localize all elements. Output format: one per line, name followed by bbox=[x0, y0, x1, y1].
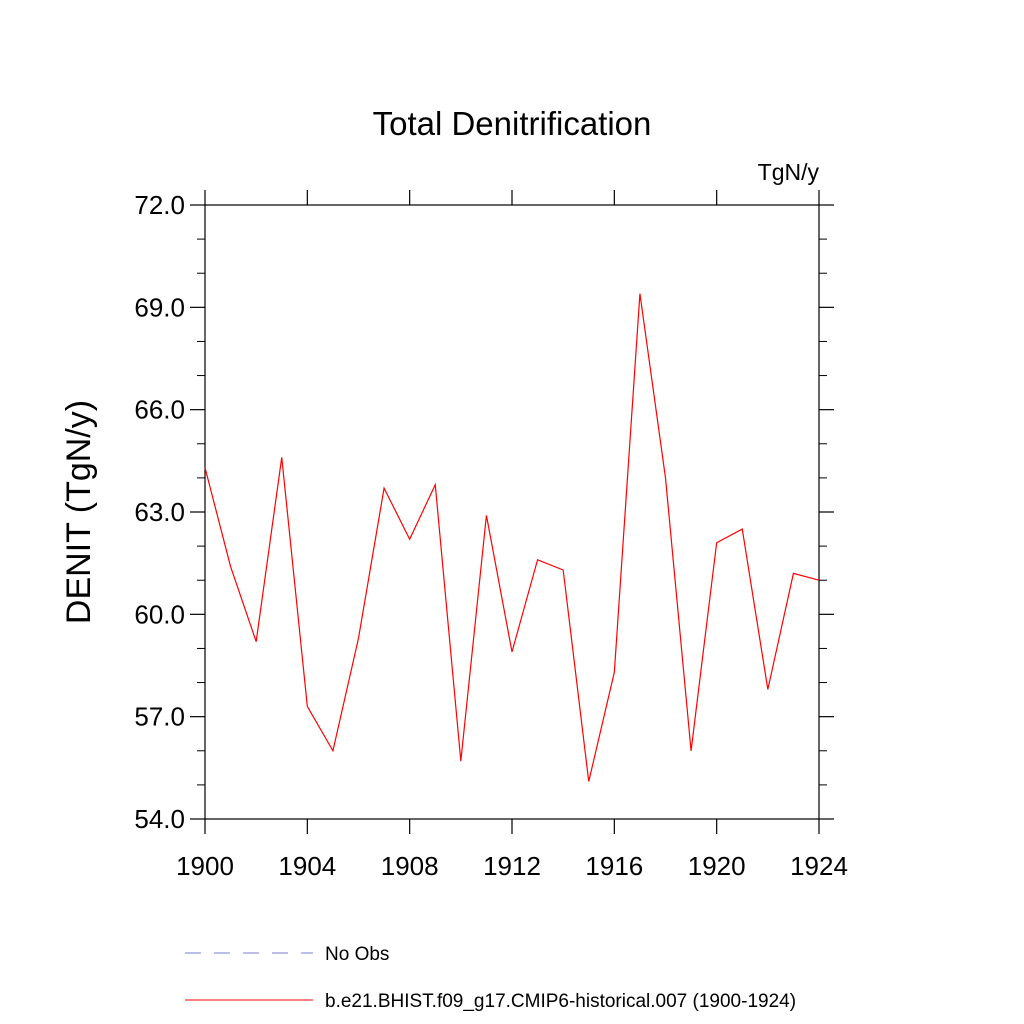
plot-frame bbox=[204, 204, 820, 820]
units-label: TgN/y bbox=[758, 159, 820, 185]
x-tick-label: 1924 bbox=[790, 851, 848, 881]
x-tick-label: 1912 bbox=[483, 851, 541, 881]
axis-tick-labels: 54.0 57.0 60.0 63.0 66.0 69.0 72.0 1900 1904 1908… bbox=[134, 190, 848, 881]
y-tick-label: 72.0 bbox=[134, 190, 185, 220]
chart-title: Total Denitrification bbox=[373, 105, 652, 142]
x-tick-label: 1904 bbox=[278, 851, 336, 881]
legend-label: b.e21.BHIST.f09_g17.CMIP6-historical.007… bbox=[325, 991, 796, 1012]
x-tick-label: 1916 bbox=[585, 851, 643, 881]
axis-ticks bbox=[190, 190, 834, 834]
x-tick-label: 1920 bbox=[688, 851, 746, 881]
x-tick-label: 1908 bbox=[381, 851, 439, 881]
y-axis-label: DENIT (TgN/y) bbox=[60, 400, 98, 624]
y-tick-label: 57.0 bbox=[134, 702, 185, 732]
legend: No Obs b.e21.BHIST.f09_g17.CMIP6-historic… bbox=[185, 944, 796, 1012]
y-tick-label: 60.0 bbox=[134, 599, 185, 629]
series-lines bbox=[204, 293, 820, 782]
legend-label: No Obs bbox=[325, 944, 389, 965]
x-tick-label: 1900 bbox=[176, 851, 234, 881]
series-line bbox=[204, 293, 820, 782]
y-tick-label: 54.0 bbox=[134, 804, 185, 834]
y-tick-label: 66.0 bbox=[134, 395, 185, 425]
y-tick-label: 63.0 bbox=[134, 497, 185, 527]
y-tick-label: 69.0 bbox=[134, 292, 185, 322]
